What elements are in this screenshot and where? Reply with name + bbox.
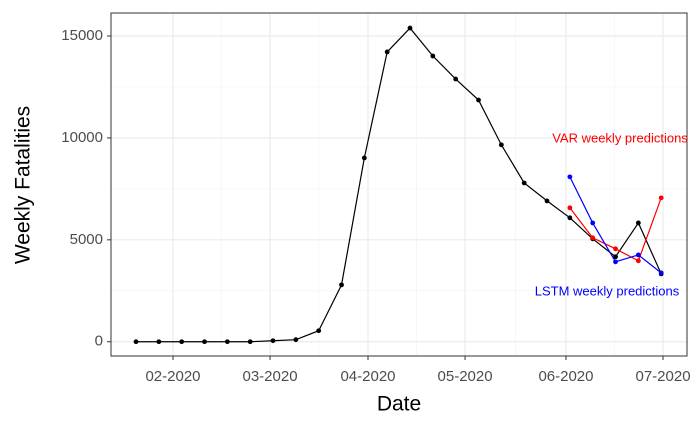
point [384, 49, 390, 55]
point [613, 246, 618, 252]
point [635, 252, 641, 258]
point [202, 339, 207, 345]
point [476, 97, 481, 103]
plot-area [133, 25, 664, 345]
point [567, 205, 573, 211]
point [156, 339, 162, 345]
point [635, 258, 641, 264]
x-tick-label: 06-2020 [538, 368, 593, 385]
point [179, 339, 185, 345]
point [658, 195, 664, 201]
panel-border [110, 12, 688, 357]
point [613, 259, 618, 265]
point [658, 270, 664, 276]
point [613, 254, 618, 260]
annotation: VAR weekly predictions [552, 130, 688, 145]
point [316, 328, 322, 334]
y-tick-label: 5000 [70, 231, 103, 248]
x-tick-label: 05-2020 [438, 368, 493, 385]
point [521, 180, 527, 186]
point [224, 339, 230, 345]
point [590, 235, 596, 241]
y-axis-title: Weekly Fatalities [12, 106, 35, 264]
point [339, 282, 344, 288]
point [247, 339, 253, 345]
x-tick-label: 04-2020 [340, 368, 395, 385]
series-line [136, 27, 662, 343]
y-tick-label: 0 [95, 333, 103, 350]
point [544, 198, 550, 204]
point [270, 338, 276, 344]
point [635, 220, 641, 226]
point [293, 337, 299, 343]
point [567, 215, 573, 221]
point [361, 155, 367, 161]
point [567, 174, 573, 180]
point [498, 142, 504, 148]
x-tick-label: 02-2020 [145, 368, 200, 385]
y-tick-label: 10000 [61, 129, 103, 146]
point [407, 25, 413, 31]
point [430, 53, 436, 59]
x-axis-title: Date [377, 393, 421, 416]
x-tick-label: 03-2020 [243, 368, 298, 385]
point [453, 76, 459, 82]
y-tick-label: 15000 [61, 27, 103, 44]
point [590, 220, 596, 226]
point [133, 339, 139, 345]
x-tick-label: 07-2020 [635, 368, 690, 385]
annotation: LSTM weekly predictions [535, 283, 680, 298]
